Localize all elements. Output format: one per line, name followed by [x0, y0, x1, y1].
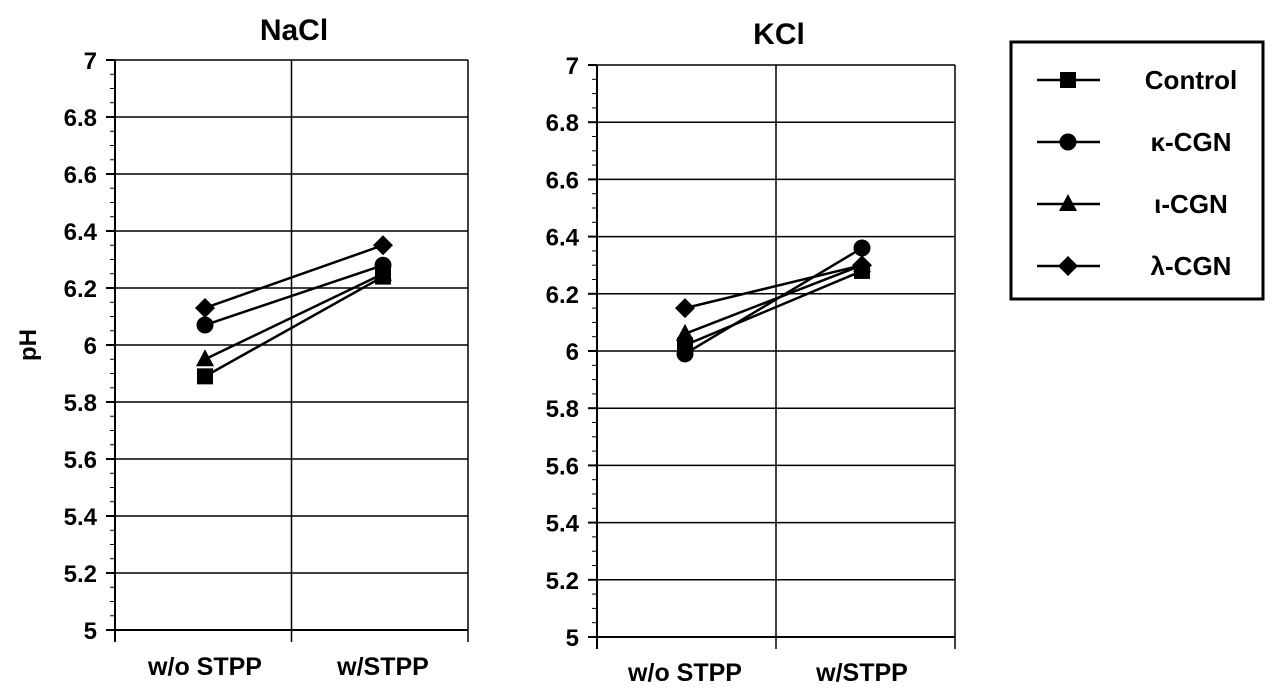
series-line-triangle: [204, 272, 384, 361]
y-tick-label: 7: [84, 48, 97, 75]
data-point-diamond: [373, 235, 393, 256]
legend-marker-circle: [1059, 133, 1077, 151]
series-line-circle: [684, 246, 863, 355]
y-tick-label: 5.8: [546, 396, 579, 423]
y-tick-label: 7: [566, 53, 579, 80]
series-line-square: [204, 275, 384, 378]
y-tick-label: 5.8: [64, 390, 97, 417]
series-line-square: [684, 269, 863, 347]
chart-title: NaCl: [260, 14, 328, 47]
y-tick-label: 6.4: [546, 225, 580, 252]
y-tick-label: 6.2: [64, 276, 97, 303]
y-tick-label: 5.2: [546, 568, 579, 595]
x-tick-label: w/STPP: [815, 659, 908, 687]
x-tick-label: w/o STPP: [147, 653, 262, 681]
y-tick-label: 6.8: [64, 105, 97, 132]
legend-marker-diamond: [1058, 256, 1078, 276]
y-tick-label: 6.4: [64, 219, 98, 246]
data-point-diamond: [852, 255, 872, 276]
chart-panel-kcl: KCl 5 5.2 5.4 5.6 5.8 6 6.2 6.4 6.6 6.8 7 w/o STPP w/…: [546, 18, 956, 687]
y-tick-label: 5.2: [64, 561, 97, 588]
data-point-diamond: [195, 297, 215, 318]
y-tick-label: 5.4: [546, 511, 580, 538]
series-line-triangle: [684, 264, 863, 336]
y-tick-label: 5.4: [64, 504, 98, 531]
y-tick-label: 6.8: [546, 110, 579, 137]
y-tick-label: 5.6: [546, 453, 579, 480]
legend-marker-square: [1060, 72, 1076, 88]
data-point-circle: [676, 345, 694, 363]
data-point-triangle: [374, 263, 392, 281]
y-tick-label: 6: [84, 333, 97, 360]
legend-label: Control: [1145, 65, 1237, 95]
series-line-diamond: [204, 244, 384, 310]
chart-panel-nacl: NaCl pH 5 5.2 5.4 5.6 5.8 6 6.2 6.4 6.6 6.8 7 w/o STP…: [15, 14, 469, 681]
legend-label: ι-CGN: [1154, 189, 1228, 219]
data-point-square: [197, 368, 213, 385]
legend-label: κ-CGN: [1151, 127, 1232, 157]
x-tick-label: w/o STPP: [627, 659, 742, 687]
y-tick-label: 6: [566, 339, 579, 366]
x-tick-label: w/STPP: [336, 653, 429, 681]
y-tick-label: 5.6: [64, 447, 97, 474]
legend-marker-triangle: [1059, 194, 1077, 211]
data-point-diamond: [675, 298, 695, 319]
data-point-triangle: [196, 349, 214, 367]
y-tick-label: 5: [566, 625, 579, 652]
y-tick-label: 6.6: [546, 167, 579, 194]
series-line-circle: [204, 264, 384, 327]
legend-box: [1009, 40, 1265, 301]
data-point-circle: [196, 316, 214, 334]
y-tick-label: 5: [84, 618, 97, 645]
data-point-triangle: [676, 323, 694, 341]
y-tick-label: 6.6: [64, 162, 97, 189]
y-tick-label: 6.2: [546, 282, 579, 309]
data-point-circle: [853, 239, 871, 257]
legend: Control κ-CGN ι-CGN λ-CGN: [1009, 40, 1265, 301]
chart-title: KCl: [753, 18, 805, 51]
y-axis-label: pH: [15, 329, 42, 361]
legend-label: λ-CGN: [1151, 251, 1232, 281]
series-line-diamond: [684, 263, 863, 310]
